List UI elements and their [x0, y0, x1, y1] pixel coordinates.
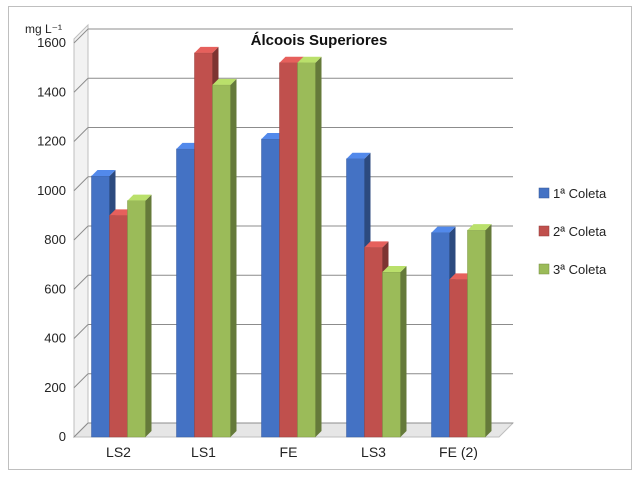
gridline-side: [73, 127, 89, 142]
bars: [91, 46, 492, 438]
gridline-side: [73, 28, 89, 44]
x-tick-label: LS2: [106, 444, 131, 460]
y-tick-label: 200: [44, 380, 66, 395]
bar-top: [467, 224, 492, 231]
bar-side: [145, 194, 152, 437]
bar-side: [400, 266, 407, 437]
y-tick-label: 0: [59, 429, 66, 444]
y-tick-label: 800: [44, 232, 66, 247]
x-tick-label: LS3: [361, 444, 386, 460]
legend-swatch: [538, 225, 550, 237]
bar: [346, 158, 365, 438]
gridline-side: [73, 373, 89, 389]
chart-title: Álcoois Superiores: [251, 32, 388, 49]
bar: [364, 247, 383, 438]
bar: [127, 200, 146, 438]
legend-swatch: [538, 263, 550, 275]
chart-frame: 0 200 400 600 800 1000 1200 1400 1600 LS2 LS1 FE LS…: [8, 6, 632, 470]
bar: [431, 232, 450, 438]
bar-top: [212, 78, 237, 85]
bar-top: [194, 46, 219, 53]
x-tick-label: FE: [280, 444, 298, 460]
bar-top: [364, 241, 389, 248]
legend-swatch: [538, 187, 550, 199]
bar: [382, 271, 401, 438]
gridline-side: [73, 324, 89, 339]
bar-top: [279, 56, 304, 63]
bar-top: [297, 56, 322, 63]
y-axis-unit: mg L⁻¹: [25, 22, 62, 36]
gridline-side: [73, 176, 89, 192]
bar: [279, 62, 298, 438]
legend-label: 2ª Coleta: [553, 224, 607, 239]
bar-top: [382, 266, 407, 273]
legend-label: 1ª Coleta: [553, 186, 607, 201]
bar-top: [127, 194, 152, 201]
bar: [212, 84, 231, 438]
y-axis-ticks: 0 200 400 600 800 1000 1200 1400 1600: [37, 35, 66, 444]
y-tick-label: 400: [44, 331, 66, 346]
bar: [91, 175, 110, 438]
legend: 1ª Coleta 2ª Coleta 3ª Coleta: [538, 186, 607, 277]
x-axis-labels: LS2 LS1 FE LS3 FE (2): [106, 444, 478, 460]
bar: [194, 52, 213, 438]
y-tick-label: 1200: [37, 134, 66, 149]
gridline-side: [73, 225, 89, 241]
bar-top: [91, 169, 116, 176]
gridline-side: [73, 422, 89, 438]
bar-side: [230, 78, 237, 438]
bar: [109, 215, 128, 438]
legend-label: 3ª Coleta: [553, 262, 607, 277]
bar: [297, 62, 316, 438]
bar: [176, 148, 195, 438]
x-tick-label: FE (2): [439, 444, 478, 460]
y-tick-label: 1600: [37, 35, 66, 50]
gridline-side: [73, 274, 89, 290]
bar: [261, 138, 280, 438]
y-tick-label: 600: [44, 281, 66, 296]
bar: [449, 279, 468, 438]
bar-top: [431, 226, 456, 233]
bar-side: [315, 56, 322, 437]
y-tick-label: 1400: [37, 84, 66, 99]
x-tick-label: LS1: [191, 444, 216, 460]
bar-top: [346, 152, 371, 159]
bar-side: [485, 224, 492, 437]
bar: [467, 229, 486, 438]
y-tick-label: 1000: [37, 183, 66, 198]
gridline-side: [73, 77, 89, 93]
